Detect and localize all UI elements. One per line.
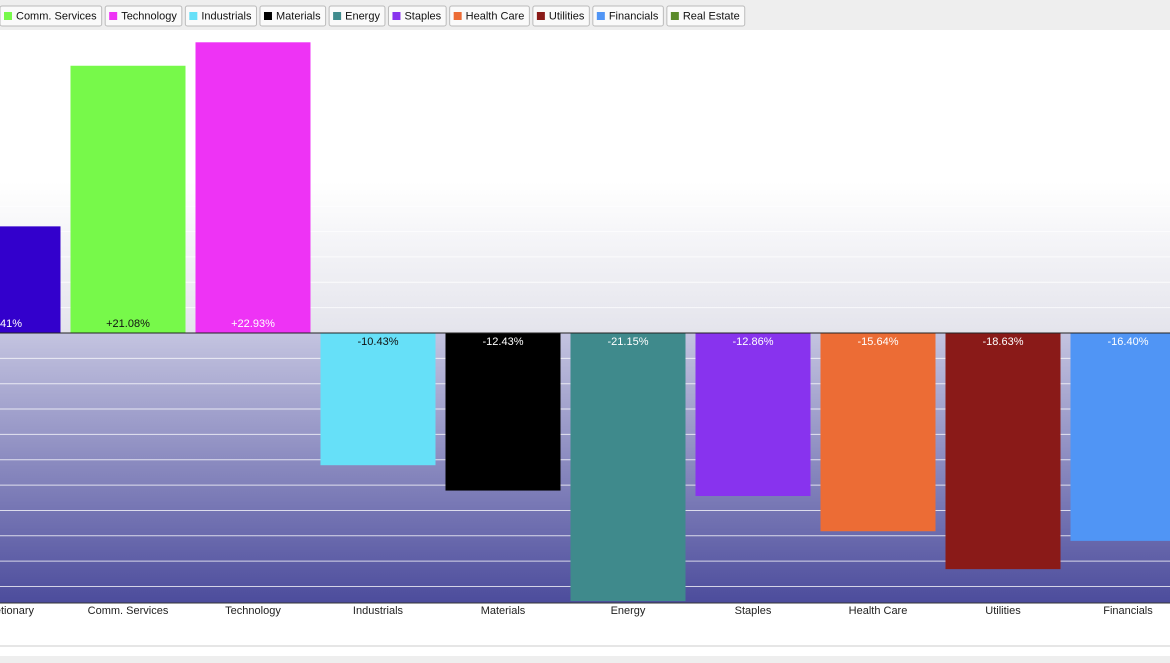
- x-tick-label: etionary: [0, 605, 34, 617]
- value-label: -18.63%: [983, 336, 1024, 348]
- legend-button: [328, 5, 386, 27]
- legend-item[interactable]: Financials: [592, 5, 664, 27]
- legend-item[interactable]: Technology: [104, 5, 183, 27]
- legend-swatch: [333, 12, 342, 20]
- legend-swatch: [4, 12, 12, 20]
- x-tick-label: Comm. Services: [88, 605, 169, 617]
- legend-item[interactable]: Real Estate: [666, 5, 746, 27]
- legend-label: Energy: [345, 10, 380, 22]
- bar: [695, 332, 811, 497]
- legend-label: Financials: [609, 10, 659, 22]
- value-label: -15.64%: [858, 336, 899, 348]
- legend-label: Utilities: [549, 10, 585, 22]
- x-tick-label: Energy: [611, 605, 646, 617]
- legend-button: [0, 5, 103, 27]
- legend-item[interactable]: Materials: [259, 5, 327, 27]
- value-label: -12.43%: [483, 336, 524, 348]
- x-tick-label: Industrials: [353, 605, 404, 617]
- x-tick-label: Materials: [481, 605, 526, 617]
- legend-swatch: [536, 12, 545, 20]
- legend-item[interactable]: Utilities: [532, 5, 590, 27]
- bar: [945, 332, 1061, 570]
- legend-swatch: [189, 12, 198, 20]
- legend-swatch: [670, 12, 679, 20]
- legend-button: [387, 5, 447, 27]
- legend-button: [104, 5, 183, 27]
- value-label: -21.15%: [608, 336, 649, 348]
- legend-item[interactable]: Energy: [328, 5, 386, 27]
- legend-label: Comm. Services: [16, 10, 97, 22]
- legend-label: Staples: [404, 10, 441, 22]
- legend-button: [592, 5, 664, 27]
- footer: [0, 656, 1170, 663]
- value-label: -10.43%: [358, 336, 399, 348]
- bar: [320, 332, 436, 466]
- legend-label: Industrials: [201, 10, 252, 22]
- x-tick-label: Staples: [735, 605, 772, 617]
- x-tick-label: Utilities: [985, 605, 1021, 617]
- legend-swatch: [453, 12, 462, 20]
- legend-swatch: [263, 12, 272, 20]
- legend-button: [184, 5, 257, 27]
- legend-swatch: [392, 12, 401, 20]
- value-label: -12.86%: [733, 336, 774, 348]
- legend-item[interactable]: Comm. Services: [0, 5, 103, 27]
- bar: [570, 332, 686, 602]
- legend-label: Real Estate: [683, 10, 740, 22]
- bar: [0, 226, 61, 333]
- legend-button: [666, 5, 746, 27]
- legend-item[interactable]: Health Care: [449, 5, 530, 27]
- x-tick-label: Health Care: [849, 605, 908, 617]
- value-label: +21.08%: [106, 318, 150, 330]
- legend-swatch: [109, 12, 118, 20]
- value-label: -16.40%: [1108, 336, 1149, 348]
- legend-label: Health Care: [466, 10, 525, 22]
- legend-button: [449, 5, 530, 27]
- bar: [820, 332, 936, 532]
- legend-button: [259, 5, 327, 27]
- x-tick-label: Technology: [225, 605, 281, 617]
- x-tick-label: Financials: [1103, 605, 1153, 617]
- legend-swatch: [596, 12, 605, 20]
- bar: [1070, 332, 1170, 541]
- value-label: +22.93%: [231, 318, 275, 330]
- value-label: .41%: [0, 318, 22, 330]
- legend-button: [532, 5, 590, 27]
- legend-item[interactable]: Industrials: [184, 5, 257, 27]
- bar: [445, 332, 561, 491]
- bar: [195, 42, 311, 333]
- legend-label: Technology: [121, 10, 177, 22]
- legend-item[interactable]: Staples: [387, 5, 447, 27]
- bar: [70, 65, 186, 333]
- legend-label: Materials: [276, 10, 321, 22]
